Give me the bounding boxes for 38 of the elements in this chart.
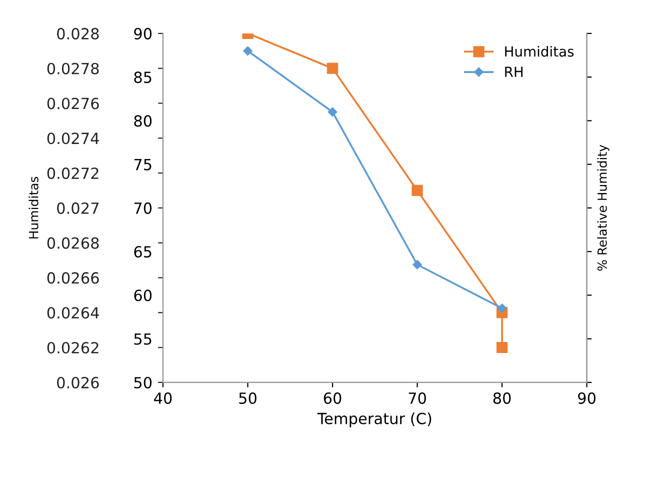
- y-tick-label: 0.0272: [47, 168, 98, 180]
- y-tick-label: 0.0278: [47, 62, 99, 74]
- y2-tick-label: 60: [134, 290, 152, 302]
- y-tick-label: 0.0266: [47, 272, 99, 284]
- y2-tick-label: 50: [134, 376, 152, 388]
- y2-axis-title: % Relative Humidity: [597, 144, 610, 271]
- y-tick-label: 0.028: [57, 28, 99, 40]
- y2-tick-label: 70: [134, 202, 152, 214]
- y-tick-label: 0.0264: [47, 307, 99, 319]
- point: [412, 184, 423, 196]
- y-tick-label: 0.0274: [47, 132, 99, 144]
- point: [328, 107, 338, 117]
- y-tick-label: 0.026: [57, 376, 99, 388]
- y-tick-label: 0.0268: [47, 237, 99, 249]
- y2-tick-label: 90: [134, 28, 152, 40]
- y-tick-label: 0.027: [57, 202, 98, 214]
- x-tick-label: 80: [493, 392, 511, 404]
- x-tick-label: 40: [154, 392, 172, 404]
- y-axis-title: Humiditas: [28, 176, 38, 238]
- legend-label: Humiditas: [505, 46, 574, 57]
- point: [412, 260, 422, 270]
- x-axis-title: Temperatur (C): [317, 412, 432, 428]
- x-tick-label: 50: [239, 392, 256, 404]
- x-tick-label: 90: [578, 392, 596, 404]
- point: [496, 342, 508, 354]
- point: [326, 62, 338, 74]
- y2-tick-label: 65: [134, 246, 152, 258]
- point: [497, 304, 507, 313]
- x-tick-label: 60: [324, 392, 342, 404]
- y2-tick-label: 55: [134, 333, 152, 345]
- y-tick-label: 0.0276: [47, 98, 99, 110]
- y-tick-label: 0.0262: [47, 342, 98, 354]
- y2-tick-label: 80: [134, 115, 152, 127]
- x-tick-label: 70: [408, 392, 426, 404]
- legend-label: RH: [505, 66, 523, 77]
- y2-tick-label: 75: [134, 158, 152, 170]
- point: [243, 46, 252, 56]
- y2-tick-label: 85: [134, 72, 152, 84]
